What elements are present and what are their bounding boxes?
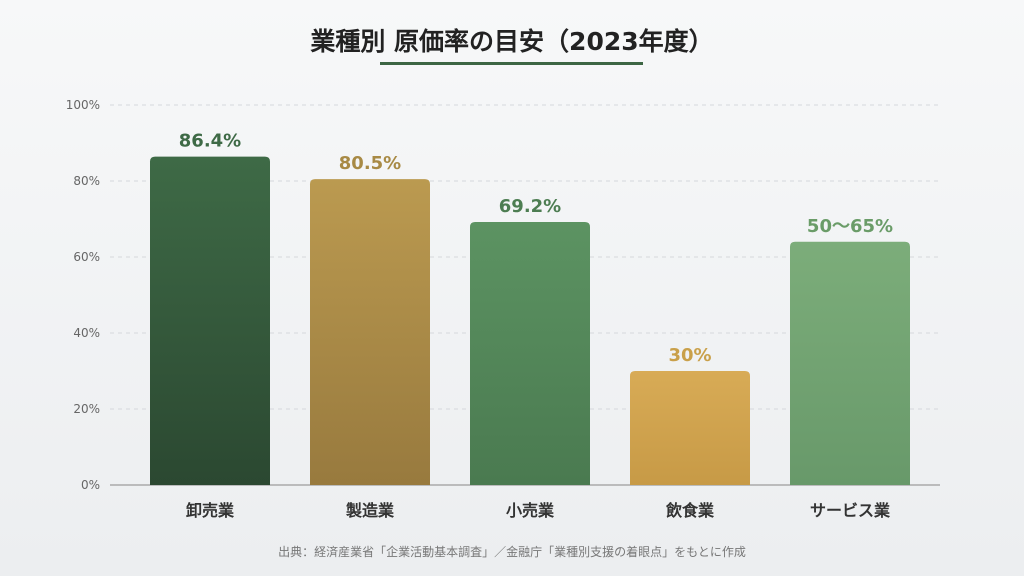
x-tick-label: 小売業 [506, 501, 555, 520]
source-note: 出典：経済産業省「企業活動基本調査」／金融庁「業種別支援の着眼点」をもとに作成 [278, 545, 746, 559]
data-label: 86.4% [179, 131, 241, 152]
y-tick-label: 40% [73, 326, 100, 340]
x-tick-label: 卸売業 [186, 501, 235, 520]
title-underline [380, 62, 643, 65]
bar [790, 241, 910, 485]
y-tick-label: 0% [81, 478, 100, 492]
data-label: 50〜65% [807, 216, 893, 237]
data-label: 69.2% [499, 196, 561, 217]
y-tick-label: 80% [73, 174, 100, 188]
data-label: 30% [668, 345, 711, 366]
bar [310, 179, 430, 485]
bar [150, 156, 270, 485]
x-tick-label: 飲食業 [665, 501, 715, 520]
bar [470, 222, 590, 486]
x-tick-label: サービス業 [810, 501, 891, 520]
x-tick-label: 製造業 [345, 501, 395, 520]
data-label: 80.5% [339, 153, 401, 174]
bar [630, 371, 750, 485]
y-tick-label: 60% [73, 250, 100, 264]
chart-title: 業種別 原価率の目安（2023年度） [310, 27, 714, 56]
y-tick-label: 20% [73, 402, 100, 416]
y-tick-label: 100% [66, 98, 100, 112]
